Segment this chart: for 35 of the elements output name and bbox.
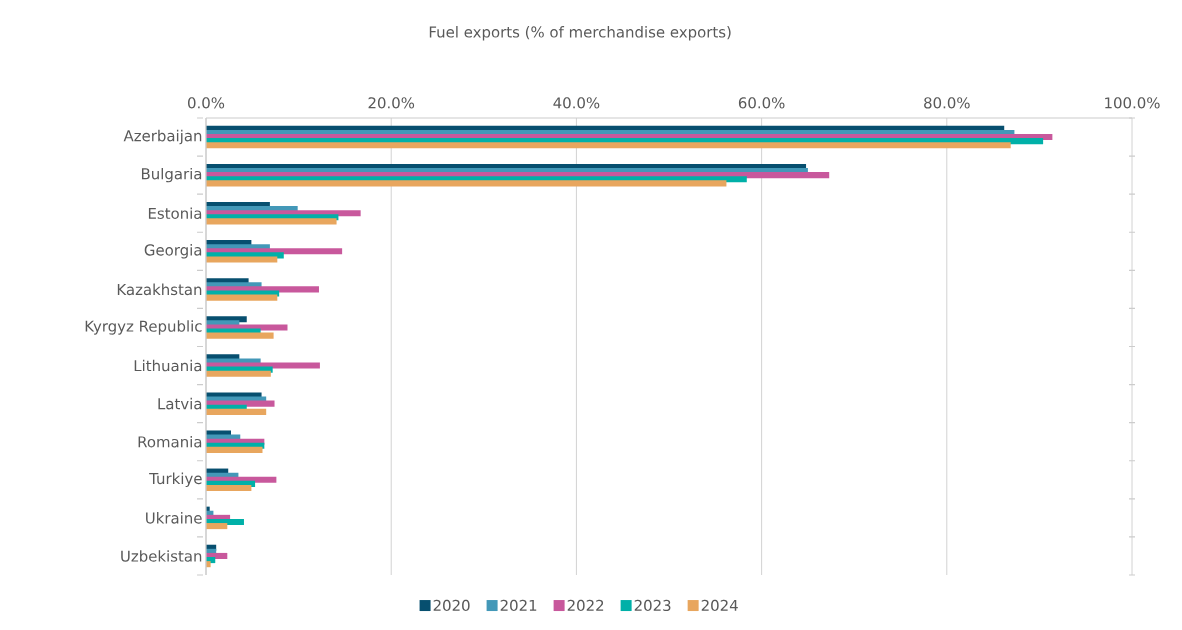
chart-title: Fuel exports (% of merchandise exports) <box>429 26 731 41</box>
bar <box>206 523 228 530</box>
y-tick-label: Estonia <box>148 207 202 219</box>
legend-label: 2024 <box>701 599 738 612</box>
y-tick-label: Latvia <box>158 397 202 410</box>
x-tick-label: 60.0% <box>738 97 785 109</box>
legend-label: 2020 <box>433 599 470 612</box>
x-tick-label: 80.0% <box>924 97 970 109</box>
x-tick-label: 0.0% <box>188 97 225 109</box>
bar <box>206 484 252 492</box>
x-tick-label: 100.0% <box>1105 97 1160 109</box>
bar <box>206 370 271 377</box>
bar <box>206 142 1011 149</box>
legend-label: 2022 <box>567 599 604 612</box>
bar <box>206 218 337 225</box>
y-tick-label: Turkiye <box>149 472 202 488</box>
x-tick-label: 40.0% <box>553 97 600 109</box>
bar <box>206 446 263 453</box>
legend-label: 2021 <box>500 599 537 612</box>
y-tick-label: Georgia <box>144 244 202 259</box>
y-tick-label: Uzbekistan <box>121 550 202 562</box>
y-tick-label: Azerbaijan <box>123 129 202 145</box>
y-tick-label: Kyrgyz Republic <box>85 320 202 335</box>
legend-label: 2023 <box>634 599 671 612</box>
bar <box>206 332 274 339</box>
bar <box>206 294 278 301</box>
x-tick-label: 20.0% <box>368 97 415 109</box>
bar <box>206 256 278 263</box>
y-tick-label: Kazakhstan <box>117 283 202 296</box>
bar <box>206 408 267 415</box>
y-tick-label: Ukraine <box>146 512 202 524</box>
bar <box>206 180 727 187</box>
y-tick-label: Romania <box>138 435 202 448</box>
y-tick-label: Bulgaria <box>141 167 202 183</box>
y-tick-label: Lithuania <box>134 359 202 372</box>
